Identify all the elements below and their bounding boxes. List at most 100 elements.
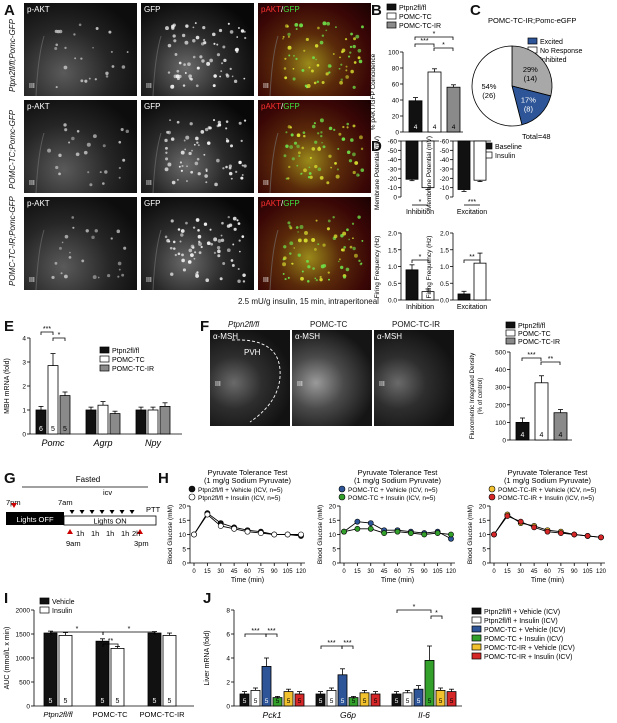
cell — [299, 225, 304, 229]
cell — [195, 218, 200, 222]
cell — [340, 78, 343, 81]
panel-b-legend-0-swatch — [386, 3, 397, 11]
cell — [99, 171, 102, 174]
cell — [319, 277, 323, 282]
panel-h-point — [448, 531, 454, 538]
cell — [305, 37, 309, 41]
panel-j-bar — [326, 690, 337, 707]
cell — [306, 84, 311, 89]
panel-h-ylabel: Blood Glucose (mM) — [317, 505, 324, 564]
cell — [287, 177, 290, 180]
panel-h-x-tick-label: 45 — [531, 569, 538, 575]
cell — [205, 168, 208, 171]
panel-j-bar — [424, 660, 435, 707]
cell — [333, 234, 338, 239]
panel-d-mp-xlabel: Excitation — [457, 209, 487, 216]
cell — [293, 247, 296, 249]
panel-a-micrograph: p-AKT III — [24, 100, 137, 193]
cell — [314, 44, 319, 48]
cell — [194, 22, 197, 24]
panel-i-y-tick-label: 500 — [19, 680, 30, 687]
panel-i-group-label: POMC-TC-IR — [140, 710, 186, 719]
cell — [217, 239, 222, 243]
panel-d-ff-y-tick-label: 0.5 — [440, 281, 449, 288]
cell — [284, 76, 288, 80]
panel-j-n-label: 5 — [287, 698, 291, 705]
cell — [118, 140, 122, 144]
cell — [88, 77, 91, 80]
merge-red-label: pAKT — [261, 199, 282, 208]
cell — [177, 252, 181, 256]
panel-d-ff-bar — [473, 262, 487, 301]
cell — [286, 25, 289, 28]
cell — [181, 164, 184, 168]
panel-label-g: G — [4, 470, 16, 487]
cell — [300, 276, 304, 281]
panel-j-legend-3-label: POMC-TC + Insulin (ICV) — [484, 636, 563, 643]
panel-h-legend-label: POMC-TC + Vehicle (ICV, n=5) — [348, 487, 438, 494]
third-ventricle-label: III — [263, 277, 269, 284]
cell — [293, 54, 295, 57]
panel-f-y-tick-label: 100 — [495, 420, 506, 427]
panel-j-n-label: 5 — [450, 698, 454, 705]
panel-h-point — [298, 531, 304, 538]
panel-e-sig-2 — [52, 337, 66, 341]
cell — [307, 176, 311, 179]
panel-f-n-label: 4 — [540, 432, 544, 439]
panel-i-n-label: 5 — [101, 698, 105, 705]
cell — [341, 48, 346, 53]
panel-f-y-tick-label: 500 — [495, 350, 506, 357]
cell — [223, 58, 227, 63]
cell — [118, 268, 121, 271]
panel-e-bar — [59, 395, 71, 435]
cell — [221, 62, 224, 65]
panel-a-micrograph: GFP III — [141, 3, 254, 96]
panel-f-sig-2-label: ** — [548, 356, 554, 363]
cell — [243, 77, 246, 80]
micrograph-cells — [269, 21, 364, 96]
cell — [179, 161, 183, 164]
panel-c-slice-pct: 54% — [481, 82, 496, 91]
panel-i-sig-3-label: ** — [108, 638, 114, 645]
panel-h-legend-marker — [338, 493, 346, 501]
cell — [167, 162, 172, 167]
panel-h-point — [584, 533, 591, 539]
panel-d-legend-0-label: Baseline — [495, 144, 522, 151]
cell — [333, 128, 336, 132]
third-ventricle-label: III — [29, 180, 35, 187]
panel-b-sig-2 — [433, 47, 454, 51]
cell — [287, 276, 290, 279]
cell — [219, 75, 222, 78]
panel-i-n-label: 5 — [49, 698, 53, 705]
cell — [240, 176, 244, 180]
cell — [334, 161, 337, 165]
cell — [191, 246, 195, 249]
cell — [177, 179, 179, 181]
cell — [166, 130, 169, 134]
cell — [195, 136, 199, 141]
panel-e-bar — [85, 409, 97, 435]
cell — [346, 122, 350, 126]
panel-e-category: Npy — [145, 438, 162, 448]
cell — [197, 144, 200, 147]
cell — [335, 26, 337, 28]
cell — [204, 127, 209, 132]
cell — [360, 147, 364, 151]
panel-d-legend-1-label: Insulin — [495, 153, 515, 160]
panel-c-slice — [511, 85, 552, 126]
panel-e-legend-0-label: Ptpn2fl/fl — [112, 348, 140, 355]
cell — [309, 156, 312, 159]
cell — [63, 274, 68, 279]
cell — [195, 35, 200, 40]
cell — [111, 65, 115, 68]
panel-d-mp-ylabel: Membrane Potential (mV) — [374, 136, 381, 210]
panel-d-mp-bar — [457, 140, 471, 190]
panel-i-legend-1-label: Insulin — [52, 608, 72, 615]
cell — [64, 128, 68, 132]
panel-h-y-tick-label: 15 — [479, 518, 487, 525]
cell — [314, 164, 318, 169]
cell — [241, 164, 244, 167]
panel-g-time-7pm: 7pm — [6, 498, 21, 507]
cell — [358, 59, 363, 64]
panel-b-legend-2-swatch — [386, 21, 397, 29]
